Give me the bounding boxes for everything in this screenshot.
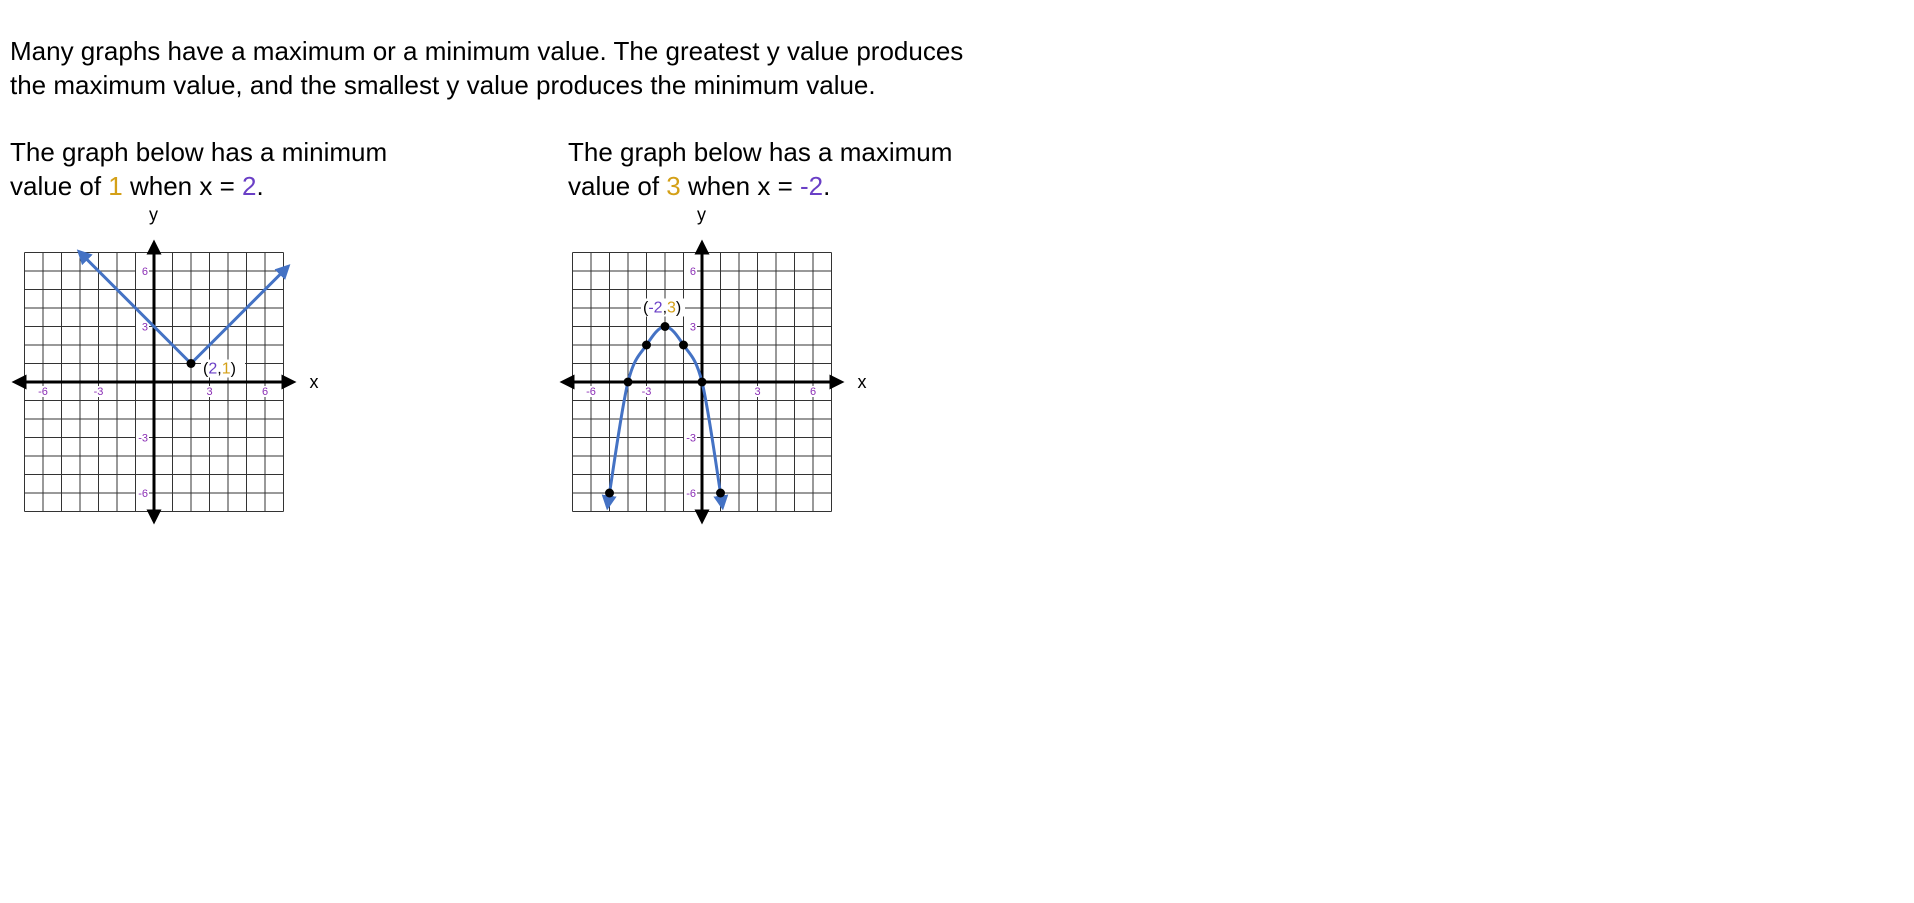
point-label-part: , xyxy=(663,300,667,317)
x-tick-label: 3 xyxy=(754,386,760,398)
y-tick-label-bg xyxy=(136,488,149,499)
x-tick-label-bg xyxy=(639,386,654,397)
right-caption-line-1: The graph below has a maximum xyxy=(568,137,953,167)
point-label-part: ( xyxy=(643,300,649,317)
left-caption-x-value: 2 xyxy=(242,171,257,201)
y-tick-label: 3 xyxy=(690,322,696,334)
x-tick-label: 6 xyxy=(262,386,268,398)
x-tick-label: -3 xyxy=(94,386,104,398)
point-label-part: 2 xyxy=(208,361,217,378)
absolute-value-graph: x y -6 -3 3 6 -6 -3 3 6 (2,1) xyxy=(8,205,348,535)
y-axis-label: y xyxy=(697,205,706,225)
y-axis-label: y xyxy=(149,205,158,225)
x-axis-label: x xyxy=(858,372,867,392)
intro-line-1: Many graphs have a maximum or a minimum … xyxy=(10,36,964,66)
y-tick-label-bg xyxy=(684,488,697,499)
left-caption-line-2: value of 1 when x = 2. xyxy=(10,169,490,203)
point-label: (2,1) xyxy=(203,361,236,378)
right-caption-max-value: 3 xyxy=(666,171,681,201)
point-label-part: , xyxy=(217,361,221,378)
plotted-point xyxy=(697,377,707,387)
point-label-bg xyxy=(641,298,685,317)
right-caption-x-value: -2 xyxy=(800,171,824,201)
plotted-point xyxy=(623,377,633,387)
y-tick-label-bg xyxy=(684,266,697,277)
right-caption-post: . xyxy=(823,171,831,201)
x-tick-label-bg xyxy=(584,386,598,397)
intro-line-2: the maximum value, and the smallest y va… xyxy=(10,70,876,100)
left-caption-min-value: 1 xyxy=(108,171,123,201)
plotted-point xyxy=(716,488,725,498)
parabola-graph: x y -6 -3 3 6 -6 -3 3 6 (-2,3) xyxy=(556,205,896,535)
x-tick-label-bg xyxy=(202,386,217,397)
point-label: (-2,3) xyxy=(643,300,681,317)
left-caption-pre: value of xyxy=(10,171,109,201)
point-label-part: ) xyxy=(676,300,681,317)
left-caption-mid: when x = xyxy=(122,171,242,201)
x-tick-label-bg xyxy=(806,386,820,397)
point-label-part: -2 xyxy=(648,300,662,317)
point-label-bg xyxy=(201,359,245,378)
x-tick-label-bg xyxy=(36,386,50,397)
y-tick-label: -3 xyxy=(138,433,148,445)
x-tick-label-bg xyxy=(750,386,765,397)
right-graph-caption: The graph below has a maximum value of 3… xyxy=(568,135,1048,203)
plotted-point xyxy=(679,340,688,350)
plotted-point xyxy=(642,340,651,350)
x-tick-label: 3 xyxy=(206,386,212,398)
plotted-point xyxy=(186,359,196,368)
y-tick-label: -3 xyxy=(686,433,696,445)
y-tick-label-bg xyxy=(684,432,697,444)
x-tick-label: -6 xyxy=(38,386,48,398)
point-label-part: ( xyxy=(203,361,209,378)
y-tick-label-bg xyxy=(684,321,697,333)
plotted-point xyxy=(660,322,670,331)
right-caption-mid: when x = xyxy=(680,171,800,201)
x-axis-label: x xyxy=(310,372,319,392)
y-tick-label: 6 xyxy=(142,266,148,278)
y-tick-label: -6 xyxy=(686,488,696,500)
point-label-part: ) xyxy=(231,361,236,378)
plotted-point xyxy=(605,488,614,498)
right-caption-line-2: value of 3 when x = -2. xyxy=(568,169,1048,203)
absolute-value-graph-svg: x y -6 -3 3 6 -6 -3 3 6 (2,1) xyxy=(11,205,319,525)
y-tick-label: -6 xyxy=(138,488,148,500)
point-label-part: 3 xyxy=(667,300,676,317)
parabola-graph-svg: xy-6 -3 3 6-6-336(-2,3) xyxy=(559,205,867,525)
y-tick-label-bg xyxy=(136,432,149,444)
x-tick-label: -6 xyxy=(586,386,596,398)
x-tick-label-bg xyxy=(258,386,272,397)
y-tick-label: 6 xyxy=(690,266,696,278)
left-caption-post: . xyxy=(256,171,264,201)
intro-text: Many graphs have a maximum or a minimum … xyxy=(10,34,1110,102)
y-tick-label-bg xyxy=(136,321,149,333)
x-tick-label: 6 xyxy=(810,386,816,398)
right-caption-pre: value of xyxy=(568,171,667,201)
left-caption-line-1: The graph below has a minimum xyxy=(10,137,388,167)
left-graph-caption: The graph below has a minimum value of 1… xyxy=(10,135,490,203)
x-tick-label-bg xyxy=(91,386,106,397)
y-tick-label: 3 xyxy=(142,322,148,334)
point-label-part: 1 xyxy=(222,361,231,378)
x-tick-label: -3 xyxy=(642,386,652,398)
